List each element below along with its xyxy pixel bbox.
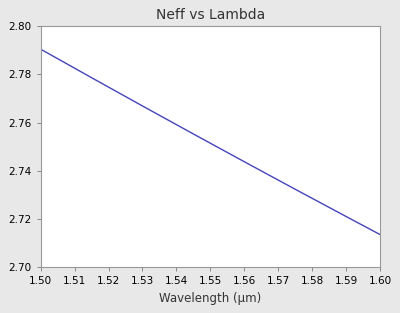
Title: Neff vs Lambda: Neff vs Lambda [156,8,265,22]
X-axis label: Wavelength (μm): Wavelength (μm) [159,292,262,305]
